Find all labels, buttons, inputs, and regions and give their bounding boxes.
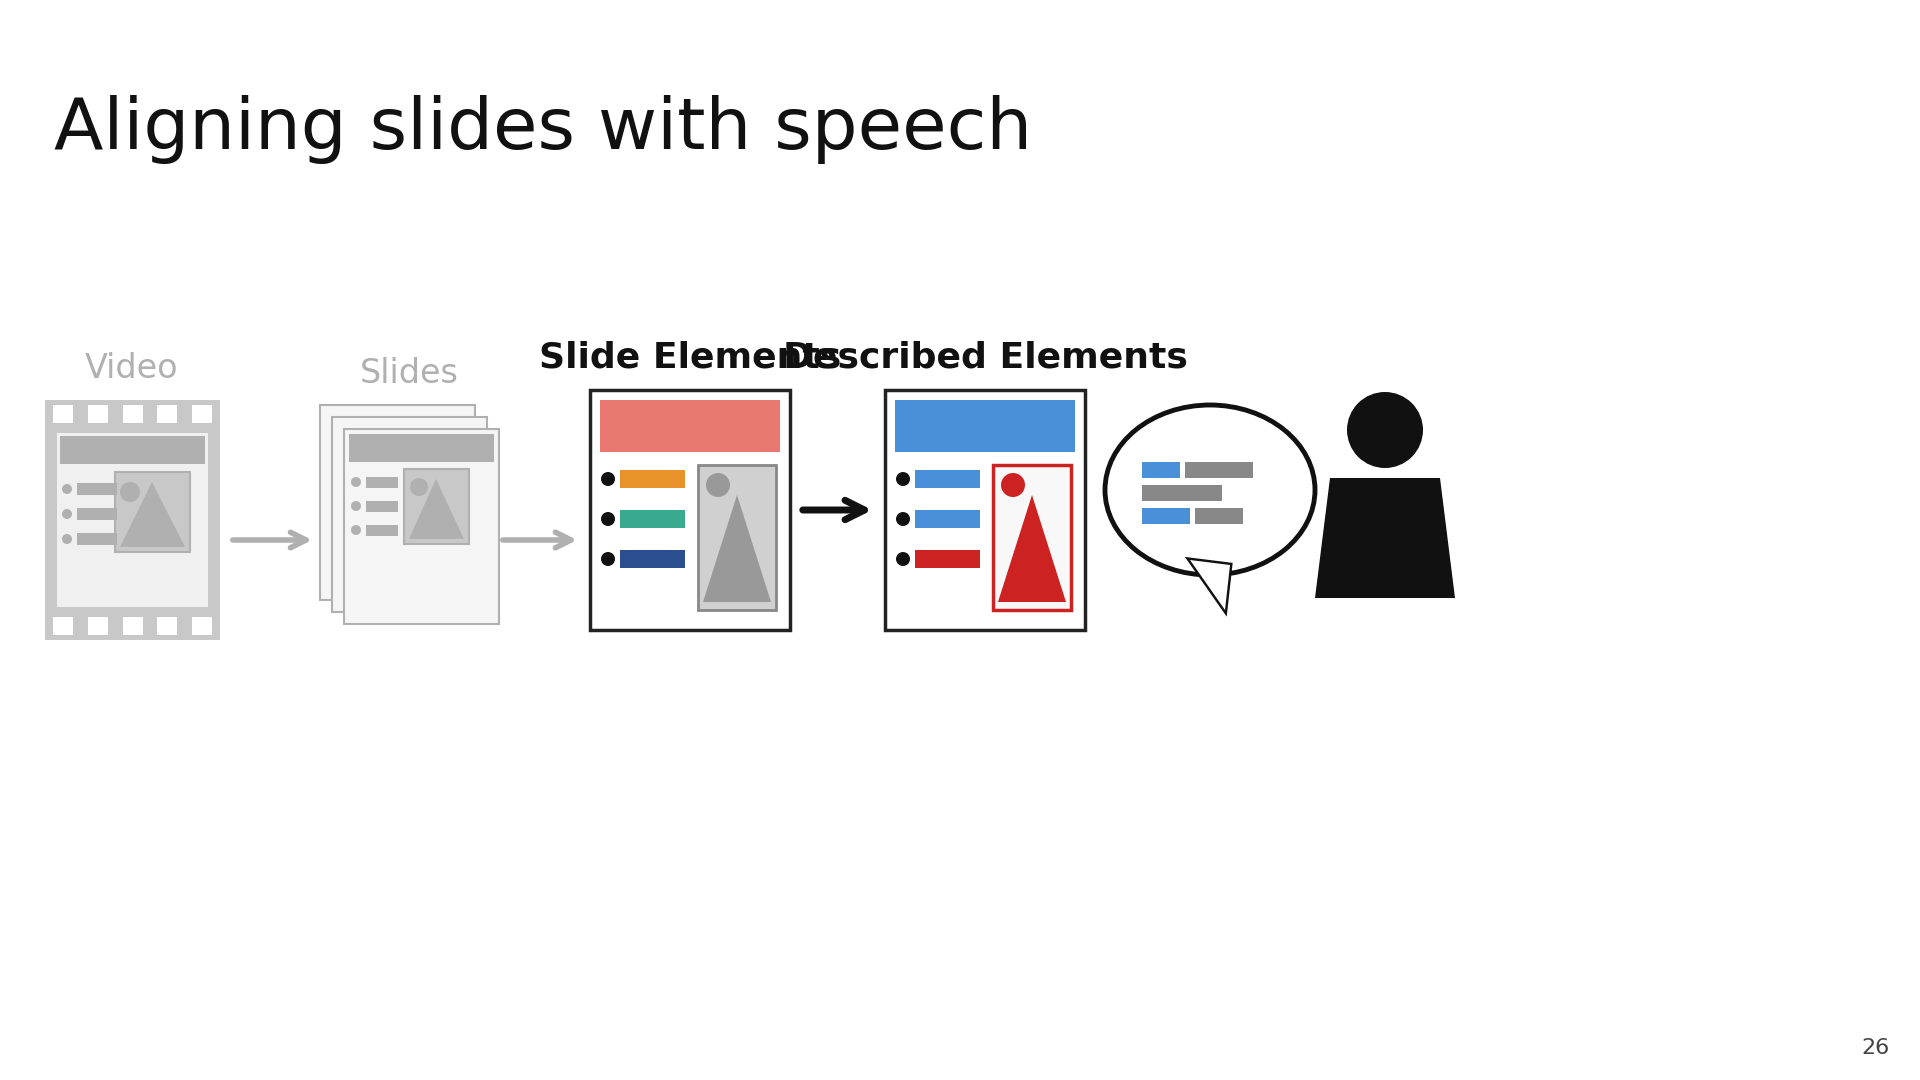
Text: Slides: Slides bbox=[359, 357, 459, 390]
Bar bbox=[349, 434, 493, 462]
Circle shape bbox=[601, 552, 614, 566]
Bar bbox=[699, 465, 776, 610]
Bar bbox=[77, 508, 117, 519]
Bar bbox=[620, 470, 685, 488]
Text: 26: 26 bbox=[1862, 1038, 1889, 1058]
Bar bbox=[77, 534, 117, 545]
Bar bbox=[620, 510, 685, 528]
Bar bbox=[1194, 508, 1242, 524]
Bar bbox=[1142, 508, 1190, 524]
Bar bbox=[916, 550, 979, 568]
Circle shape bbox=[601, 472, 614, 486]
Bar bbox=[60, 436, 205, 464]
Text: Described Elements: Described Elements bbox=[783, 341, 1187, 375]
Bar bbox=[916, 470, 979, 488]
Circle shape bbox=[897, 512, 910, 526]
Bar bbox=[620, 550, 685, 568]
Bar bbox=[192, 405, 211, 423]
Text: Video: Video bbox=[84, 352, 179, 384]
Circle shape bbox=[61, 509, 73, 519]
Circle shape bbox=[351, 525, 361, 535]
Bar bbox=[54, 617, 73, 635]
Polygon shape bbox=[409, 480, 465, 539]
Bar bbox=[58, 433, 207, 607]
Bar bbox=[367, 501, 397, 512]
Circle shape bbox=[601, 512, 614, 526]
Bar bbox=[77, 483, 117, 495]
Bar bbox=[192, 617, 211, 635]
Bar bbox=[44, 400, 221, 428]
Circle shape bbox=[351, 477, 361, 487]
Polygon shape bbox=[1315, 478, 1455, 598]
Bar bbox=[88, 405, 108, 423]
Bar bbox=[332, 417, 488, 612]
Circle shape bbox=[897, 552, 910, 566]
Bar bbox=[157, 617, 177, 635]
Bar bbox=[321, 405, 474, 600]
Bar bbox=[367, 525, 397, 536]
Bar bbox=[367, 477, 397, 488]
Bar bbox=[123, 405, 142, 423]
Circle shape bbox=[897, 472, 910, 486]
Text: Aligning slides with speech: Aligning slides with speech bbox=[54, 95, 1033, 164]
Bar bbox=[599, 400, 780, 453]
Bar bbox=[895, 400, 1075, 453]
Circle shape bbox=[707, 473, 730, 497]
Bar bbox=[403, 469, 468, 544]
Bar bbox=[589, 390, 789, 630]
Circle shape bbox=[411, 478, 428, 496]
Bar bbox=[1142, 485, 1221, 501]
Polygon shape bbox=[1190, 561, 1231, 610]
Circle shape bbox=[119, 482, 140, 502]
Polygon shape bbox=[119, 482, 184, 546]
Bar bbox=[123, 617, 142, 635]
Bar bbox=[54, 405, 73, 423]
Bar bbox=[916, 510, 979, 528]
Circle shape bbox=[61, 484, 73, 494]
Bar bbox=[44, 612, 221, 640]
Bar bbox=[1185, 462, 1254, 478]
Polygon shape bbox=[998, 495, 1066, 602]
Circle shape bbox=[351, 501, 361, 511]
Bar bbox=[993, 465, 1071, 610]
Circle shape bbox=[1000, 473, 1025, 497]
Bar bbox=[157, 405, 177, 423]
Circle shape bbox=[61, 534, 73, 544]
Bar bbox=[44, 400, 221, 640]
Bar bbox=[344, 429, 499, 624]
Polygon shape bbox=[703, 495, 772, 602]
Bar bbox=[115, 472, 190, 552]
Ellipse shape bbox=[1106, 405, 1315, 575]
Text: Slide Elements: Slide Elements bbox=[540, 341, 841, 375]
Circle shape bbox=[1348, 392, 1423, 468]
Bar bbox=[1142, 462, 1181, 478]
Bar bbox=[885, 390, 1085, 630]
Bar bbox=[88, 617, 108, 635]
